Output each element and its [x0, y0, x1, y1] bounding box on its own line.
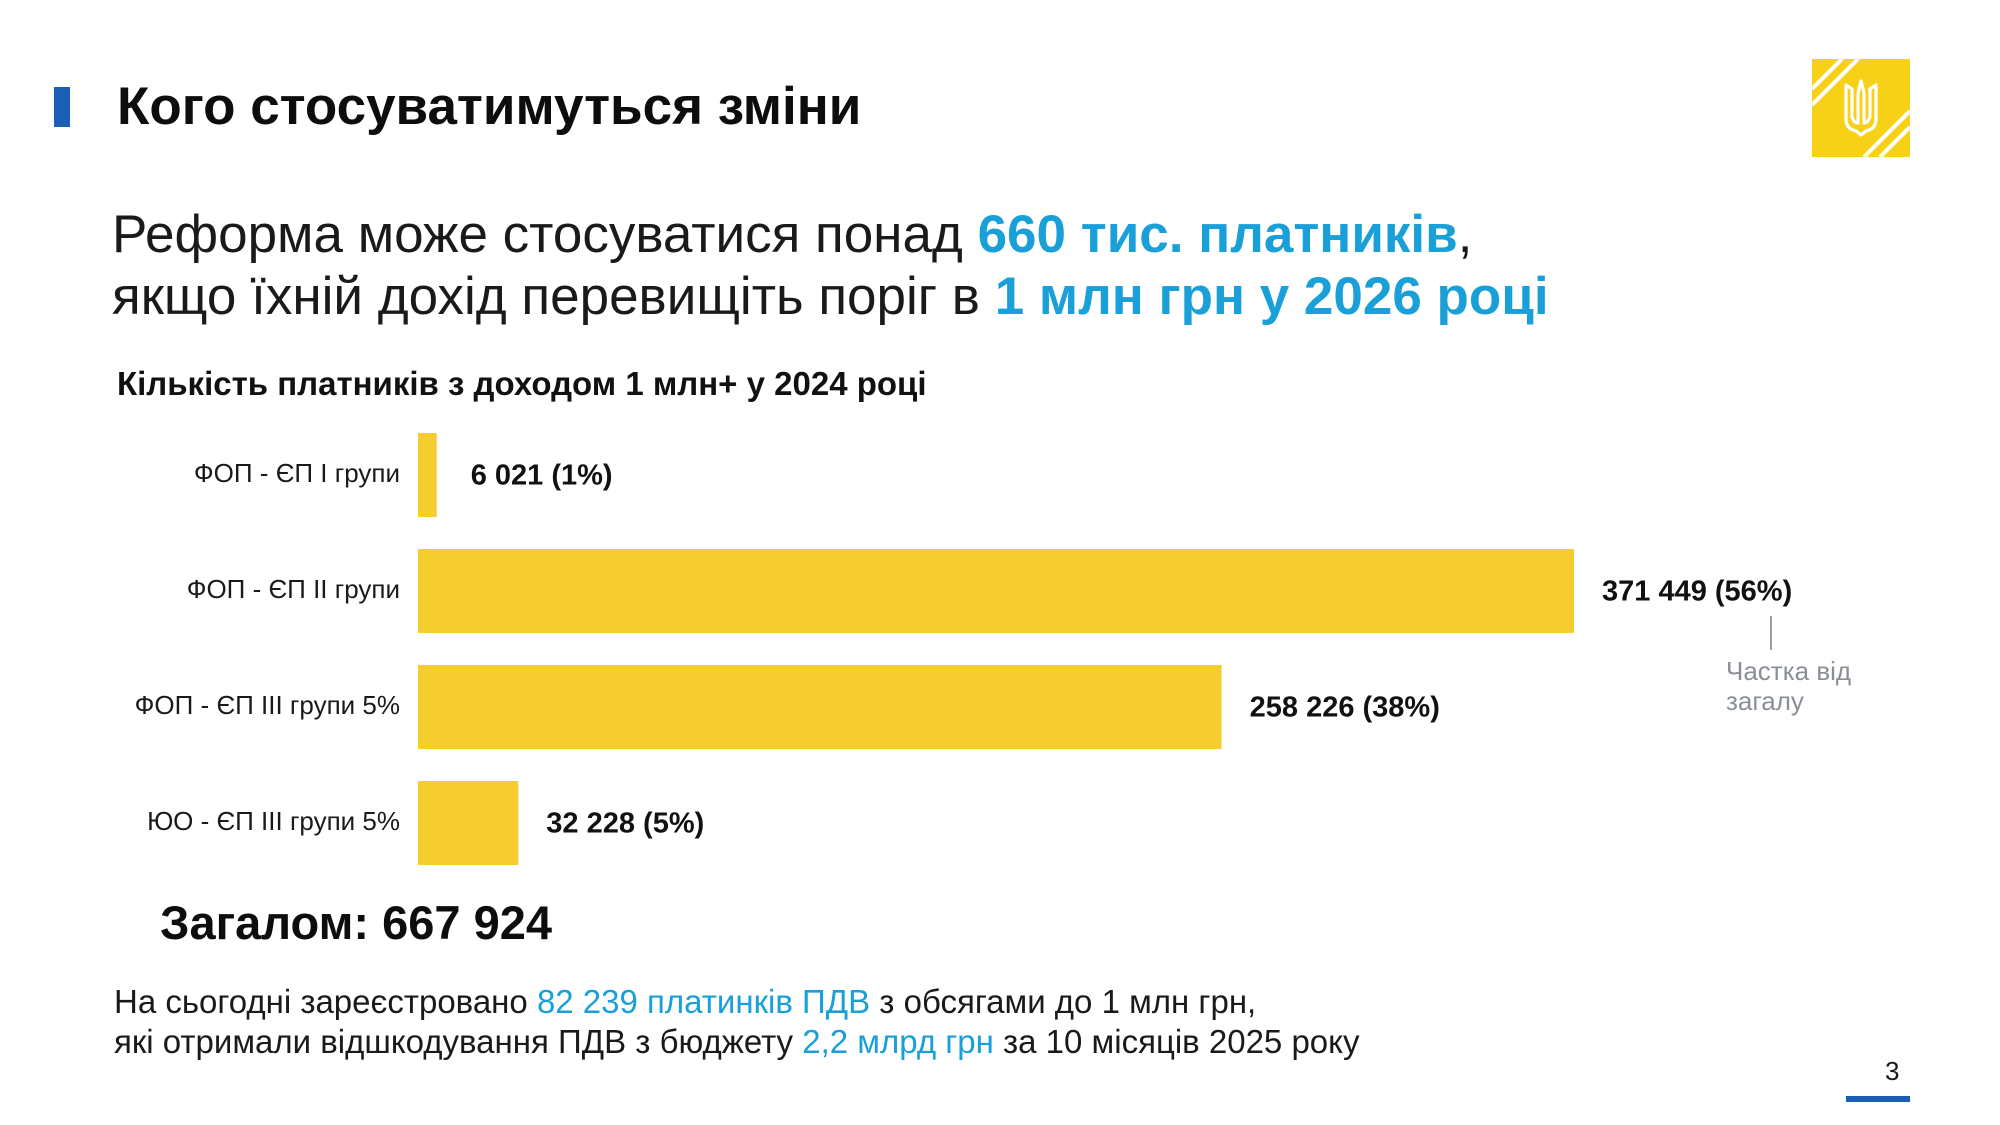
footnote-line-2-suffix: за 10 місяців 2025 року [993, 1023, 1360, 1060]
data-label: 6 021 (1%) [471, 460, 613, 492]
share-note-text: Частка від загалу [1726, 656, 1852, 716]
footnote-line-1-suffix: з обсягами до 1 млн грн, [870, 983, 1257, 1020]
category-label: ФОП - ЄП I групи [194, 458, 400, 488]
category-label: ФОП - ЄП II групи [187, 574, 400, 604]
ukraine-trident-emblem-icon [1812, 59, 1910, 157]
headline-line-1-prefix: Реформа може стосуватися понад [112, 205, 978, 264]
headline-line-1: Реформа може стосуватися понад 660 тис. … [112, 204, 1549, 266]
bar [418, 549, 1574, 633]
data-label: 32 228 (5%) [546, 808, 704, 840]
bar [418, 781, 519, 865]
data-label: 371 449 (56%) [1602, 576, 1792, 608]
chart-title: Кількість платників з доходом 1 млн+ у 2… [117, 365, 927, 402]
page-number: 3 [1885, 1056, 1900, 1086]
footnote-line-1-prefix: На сьогодні зареєстровано [114, 983, 537, 1020]
share-note-tick [1770, 616, 1772, 650]
headline-line-2: якщо їхній дохід перевищіть поріг в 1 мл… [112, 266, 1549, 328]
bar [418, 433, 437, 517]
headline-line-2-prefix: якщо їхній дохід перевищіть поріг в [112, 267, 995, 326]
footnote-line-2: які отримали відшкодування ПДВ з бюджету… [114, 1022, 1359, 1062]
bar [418, 665, 1222, 749]
footnote-highlight-vat-payers: 82 239 платинків ПДВ [536, 983, 871, 1020]
category-label: ФОП - ЄП III групи 5% [135, 690, 400, 720]
page-number-underline [1846, 1096, 1910, 1102]
data-label: 258 226 (38%) [1250, 692, 1440, 724]
share-note: Частка від загалу [1726, 616, 1886, 716]
footnote-highlight-refund: 2,2 млрд грн [802, 1023, 994, 1060]
footnote-line-2-prefix: які отримали відшкодування ПДВ з бюджету [114, 1023, 803, 1060]
footnote-line-1: На сьогодні зареєстровано 82 239 платинк… [114, 982, 1359, 1022]
headline-highlight-threshold: 1 млн грн у 2026 році [994, 267, 1549, 326]
headline-highlight-payers: 660 тис. платників [977, 205, 1458, 264]
category-label: ЮО - ЄП III групи 5% [147, 806, 400, 836]
headline: Реформа може стосуватися понад 660 тис. … [112, 204, 1549, 328]
footnote: На сьогодні зареєстровано 82 239 платинк… [114, 982, 1359, 1062]
headline-line-1-suffix: , [1457, 205, 1473, 264]
total-label: Загалом: 667 924 [160, 896, 552, 949]
page-title: Кого стосуватимуться зміни [117, 77, 862, 136]
title-accent-bar [54, 87, 70, 127]
